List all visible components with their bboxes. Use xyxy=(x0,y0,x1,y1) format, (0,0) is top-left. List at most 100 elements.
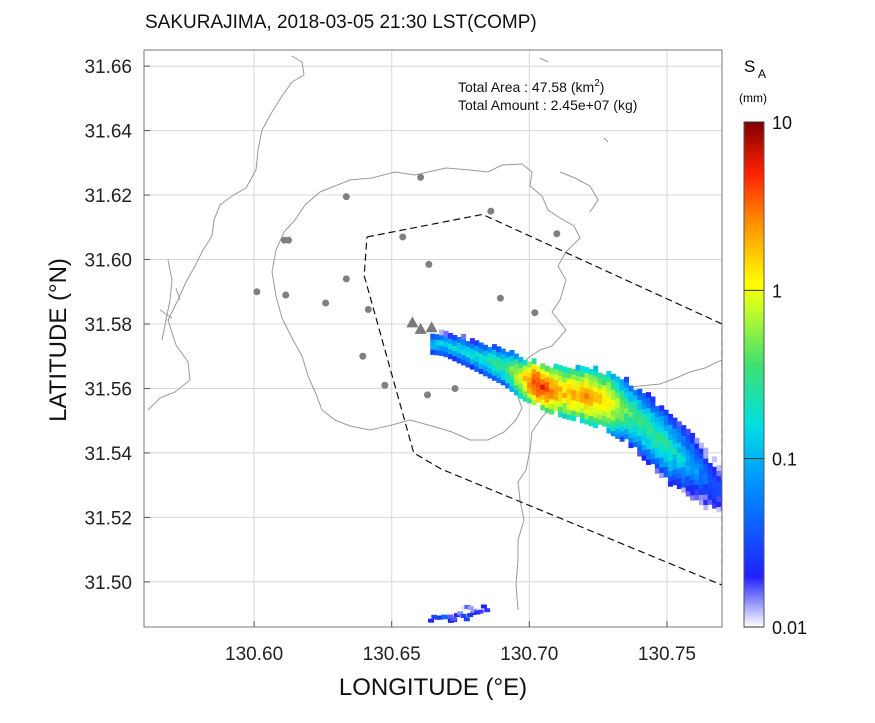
deposit-cell xyxy=(606,396,612,403)
deposit-cell xyxy=(624,392,630,399)
deposit-cell xyxy=(522,359,528,366)
deposit-cell xyxy=(430,333,436,340)
deposit-cell xyxy=(712,482,718,488)
deposit-cell xyxy=(566,393,572,400)
deposit-cell xyxy=(663,450,669,457)
deposit-cell-south xyxy=(437,615,444,620)
deposit-cell xyxy=(694,448,700,454)
deposit-cell xyxy=(615,402,621,409)
deposit-cell xyxy=(707,478,713,485)
deposit-cell xyxy=(672,479,678,486)
deposit-cell xyxy=(461,359,467,366)
deposit-cell xyxy=(557,396,563,402)
deposit-cell-south xyxy=(467,605,474,610)
deposit-cell-south xyxy=(428,618,435,623)
deposit-cell xyxy=(685,428,691,435)
colorbar-ticks: 10 1 0.1 0.01 xyxy=(744,113,807,638)
deposit-cell xyxy=(619,405,625,411)
deposit-cell xyxy=(434,344,440,351)
deposit-cell xyxy=(628,390,634,397)
deposit-cell xyxy=(703,504,709,511)
deposit-cell-south xyxy=(464,604,471,609)
deposit-cell xyxy=(606,422,612,429)
x-tick-label: 130.65 xyxy=(363,644,421,665)
deposit-cell xyxy=(513,389,519,396)
deposit-cell xyxy=(615,412,621,419)
deposit-cell xyxy=(668,465,674,472)
deposit-cell xyxy=(685,464,691,471)
deposit-cell xyxy=(698,442,704,449)
deposit-cell xyxy=(650,427,656,434)
deposit-cell xyxy=(685,485,691,492)
deposit-cell xyxy=(522,375,528,382)
deposit-cell xyxy=(513,384,519,391)
deposit-cell xyxy=(694,494,700,501)
deposit-cell xyxy=(518,393,524,399)
deposit-cell xyxy=(575,411,581,418)
deposit-cell xyxy=(672,474,678,481)
deposit-cell xyxy=(698,468,704,475)
deposit-cell xyxy=(668,455,674,461)
deposit-cell xyxy=(509,365,515,372)
deposit-cell xyxy=(597,398,603,405)
deposit-cell xyxy=(544,402,550,408)
deposit-cell xyxy=(575,375,581,381)
deposit-cell xyxy=(681,435,687,442)
deposit-cell xyxy=(654,426,660,433)
deposit-cell xyxy=(685,454,691,461)
deposit-cell xyxy=(659,415,665,422)
deposit-cell xyxy=(690,494,696,501)
deposit-cell xyxy=(646,407,652,414)
deposit-cell xyxy=(456,347,462,354)
deposit-cell xyxy=(601,379,607,386)
deposit-cell xyxy=(707,493,713,500)
deposit-cell xyxy=(615,376,621,383)
station-marker xyxy=(496,294,504,302)
deposit-cell xyxy=(676,467,682,474)
deposit-cell xyxy=(575,385,581,392)
deposit-cell xyxy=(584,398,590,404)
deposit-cell xyxy=(632,405,638,412)
deposit-cell xyxy=(601,400,607,406)
deposit-cell xyxy=(624,407,630,414)
deposit-cell xyxy=(601,415,607,422)
deposit-cell xyxy=(659,410,665,417)
deposit-cell xyxy=(681,430,687,437)
deposit-cell xyxy=(690,432,696,439)
deposit-cell xyxy=(703,458,709,464)
deposit-cell xyxy=(659,420,665,427)
deposit-cell xyxy=(469,338,475,344)
station-marker xyxy=(423,391,431,399)
deposit-cell xyxy=(434,334,440,340)
deposit-cell xyxy=(483,349,489,356)
deposit-cell xyxy=(650,401,656,408)
deposit-cell xyxy=(716,485,722,492)
deposit-cell xyxy=(588,368,594,375)
colorbar-subscript: A xyxy=(758,67,766,81)
deposit-cell xyxy=(716,501,722,508)
deposit-cell xyxy=(663,414,669,421)
deposit-cell xyxy=(593,406,599,413)
deposit-cell xyxy=(549,393,555,400)
deposit-cell xyxy=(544,365,550,372)
deposit-cell xyxy=(659,436,665,442)
deposit-cell xyxy=(557,411,563,418)
deposit-cell xyxy=(496,377,502,384)
deposit-cell xyxy=(601,410,607,417)
deposit-cell xyxy=(628,437,634,443)
deposit-cell xyxy=(491,364,497,371)
deposit-cell xyxy=(668,444,674,451)
deposit-cell xyxy=(654,457,660,464)
deposit-cell xyxy=(606,417,612,424)
deposit-cell xyxy=(663,466,669,473)
deposit-cell xyxy=(593,422,599,429)
deposit-cell xyxy=(703,452,709,459)
deposit-cell xyxy=(707,499,713,505)
deposit-cell xyxy=(672,443,678,450)
deposit-cell xyxy=(690,443,696,449)
deposit-cell xyxy=(672,417,678,424)
deposit-cell xyxy=(522,380,528,387)
deposit-cell xyxy=(557,401,563,408)
deposit-cell xyxy=(540,368,546,375)
deposit-cell xyxy=(447,343,453,349)
